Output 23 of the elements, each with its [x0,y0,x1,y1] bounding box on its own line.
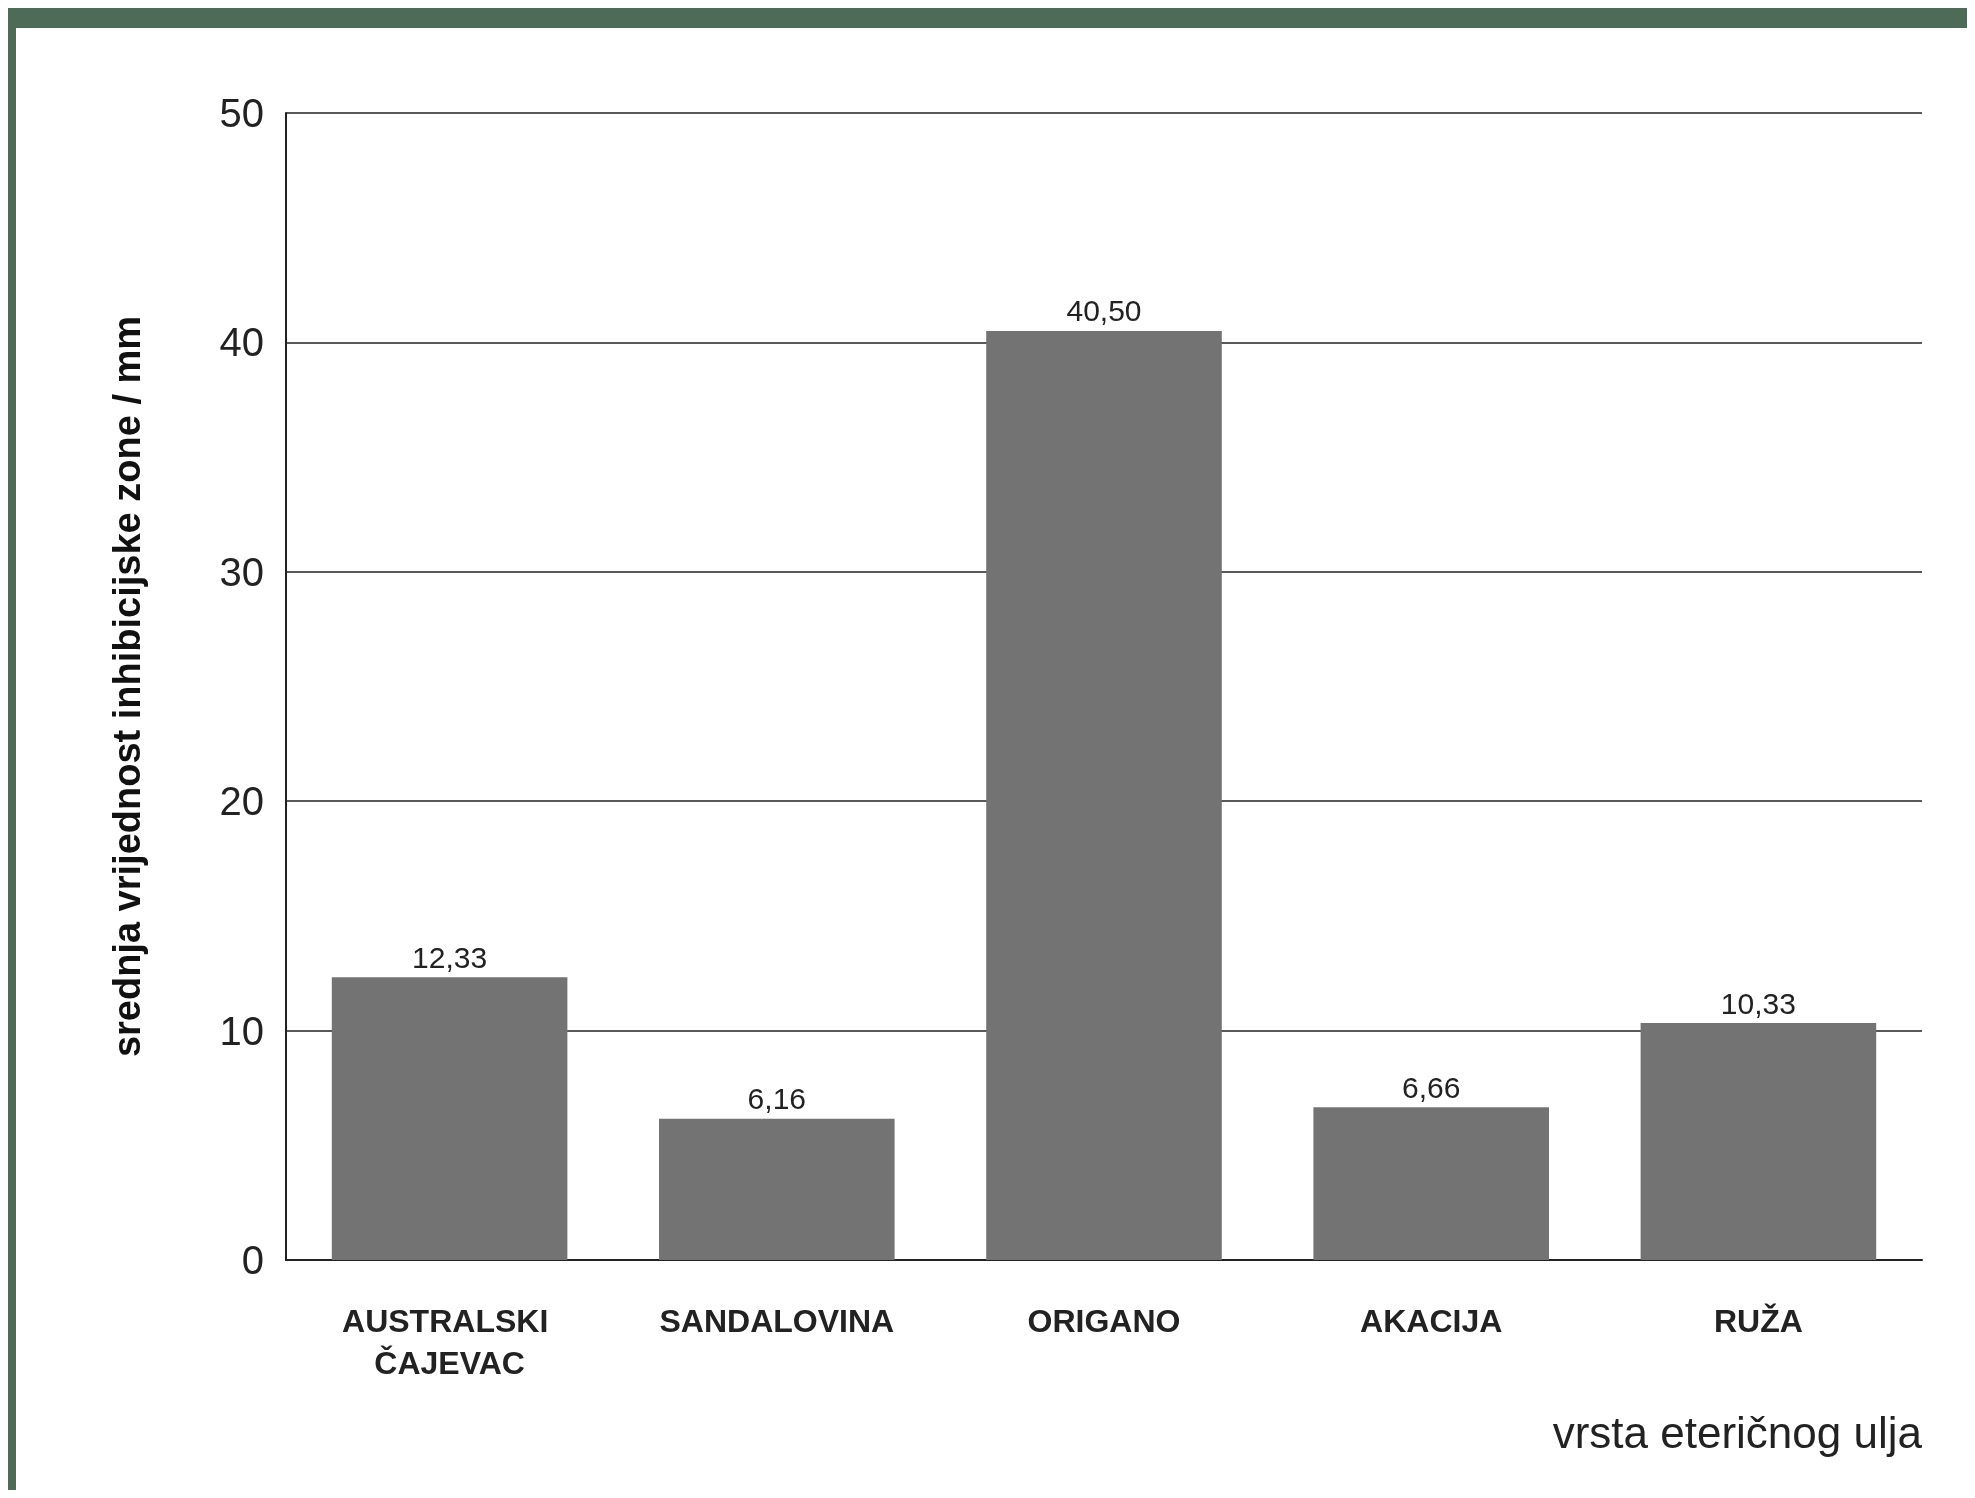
y-tick-label: 10 [219,1008,264,1053]
bar [331,977,568,1260]
x-tick-label: SANDALOVINA [659,1303,895,1339]
y-tick-label: 40 [219,320,264,365]
x-tick-label: RUŽA [1713,1303,1803,1339]
data-label: 12,33 [412,940,488,974]
y-tick-label: 0 [241,1238,264,1282]
y-tick-label: 50 [219,91,264,135]
y-axis-title: srednja vrijednost inhibicijske zone / mm [106,315,148,1058]
x-axis-title: vrsta eteričnog ulja [1552,1407,1923,1457]
data-label: 6,66 [1402,1070,1461,1104]
bar [1640,1023,1877,1260]
data-label: 10,33 [1720,986,1796,1020]
y-tick-label: 30 [219,549,264,594]
bar [986,330,1222,1260]
y-tick-label: 20 [219,779,264,824]
bar [1313,1107,1549,1260]
x-tick-label: AUSTRALSKI ČAJEVAC [342,1303,558,1381]
data-label: 6,16 [747,1082,806,1116]
x-tick-label: ORIGANO [1027,1303,1181,1339]
data-label: 40,50 [1066,294,1142,328]
x-tick-label: AKACIJA [1360,1303,1503,1339]
bar [659,1118,895,1260]
